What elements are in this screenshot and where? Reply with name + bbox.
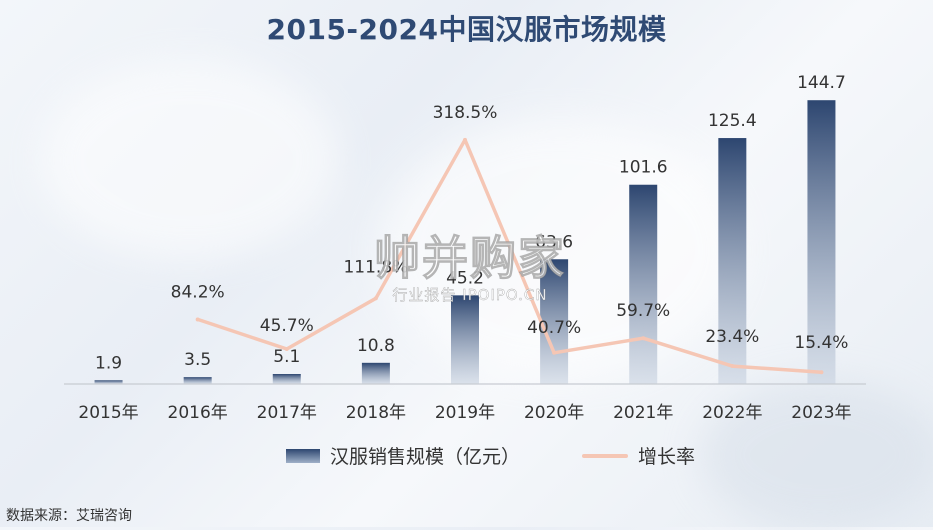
bar-value-label: 101.6 bbox=[619, 158, 668, 178]
x-tick-label: 2022年 bbox=[702, 403, 762, 423]
growth-point-2020年 bbox=[552, 350, 557, 355]
x-tick-label: 2019年 bbox=[435, 403, 495, 423]
bar-value-label: 1.9 bbox=[95, 353, 122, 373]
growth-point-2016年 bbox=[195, 317, 200, 322]
legend-item-bar: 汉服销售规模（亿元） bbox=[286, 442, 520, 469]
legend-item-line: 增长率 bbox=[582, 442, 695, 469]
bar-value-label: 144.7 bbox=[797, 73, 846, 93]
x-tick-label: 2016年 bbox=[168, 403, 228, 423]
x-tick-label: 2017年 bbox=[257, 403, 317, 423]
legend-bar-swatch bbox=[286, 448, 320, 463]
bar-2017年 bbox=[272, 373, 301, 384]
bar-2022年 bbox=[718, 138, 747, 384]
bar-2020年 bbox=[540, 259, 569, 384]
growth-rate-label: 23.4% bbox=[705, 327, 759, 347]
growth-point-2021年 bbox=[641, 336, 646, 341]
growth-rate-label: 45.7% bbox=[260, 316, 314, 336]
x-tick-label: 2023年 bbox=[791, 403, 851, 423]
bar-2015年 bbox=[94, 380, 123, 384]
background-blob bbox=[40, 60, 340, 260]
bar-value-label: 45.2 bbox=[446, 268, 484, 288]
chart-canvas: 2015年 2016年 2017年 2018年 2019年 2020年 2021年 2022年… bbox=[64, 73, 866, 423]
legend-line-label: 增长率 bbox=[638, 446, 696, 468]
growth-point-2022年 bbox=[730, 364, 735, 369]
bar-2018年 bbox=[361, 362, 390, 384]
background-blob bbox=[700, 380, 933, 530]
bar-value-label: 5.1 bbox=[273, 347, 300, 367]
bar-value-label: 10.8 bbox=[357, 336, 395, 356]
growth-rate-label: 59.7% bbox=[616, 301, 670, 321]
bar-value-label: 125.4 bbox=[708, 111, 757, 131]
x-tick-label: 2015年 bbox=[78, 403, 138, 423]
growth-point-2018年 bbox=[373, 296, 378, 301]
x-tick-label: 2021年 bbox=[613, 403, 673, 423]
growth-rate-label: 40.7% bbox=[527, 318, 581, 338]
bar-2021年 bbox=[629, 184, 658, 384]
legend-line-swatch bbox=[582, 453, 628, 458]
bar-2016年 bbox=[183, 377, 212, 384]
x-tick-label: 2020年 bbox=[524, 403, 584, 423]
growth-point-2023年 bbox=[819, 370, 824, 375]
growth-rate-label: 111.8% bbox=[343, 257, 408, 277]
growth-rate-line bbox=[195, 138, 824, 374]
chart-title: 2015-2024中国汉服市场规模 bbox=[266, 13, 667, 46]
bar-value-label: 63.6 bbox=[535, 232, 573, 252]
bar-value-label: 3.5 bbox=[184, 350, 211, 370]
bar-2023年 bbox=[807, 100, 836, 384]
growth-point-2017年 bbox=[284, 346, 289, 351]
legend: 汉服销售规模（亿元） 增长率 bbox=[0, 440, 933, 470]
legend-bar-label: 汉服销售规模（亿元） bbox=[330, 446, 521, 468]
growth-point-2019年 bbox=[463, 137, 467, 142]
x-tick-label: 2018年 bbox=[346, 403, 406, 423]
growth-rate-label: 15.4% bbox=[794, 333, 848, 353]
growth-rate-label: 318.5% bbox=[433, 103, 498, 123]
data-source: 数据来源：艾瑞咨询 bbox=[6, 508, 132, 524]
bar-2019年 bbox=[451, 295, 479, 384]
growth-rate-label: 84.2% bbox=[171, 282, 225, 302]
